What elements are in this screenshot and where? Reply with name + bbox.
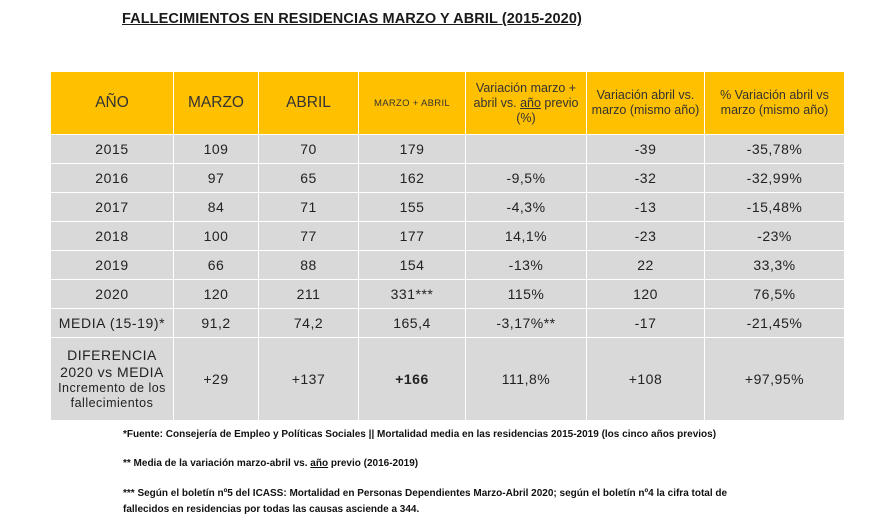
cell-variation-prev: 115%: [465, 279, 587, 309]
cell-march: 109: [173, 134, 259, 164]
footnote-media-suffix: previo (2016-2019): [328, 458, 419, 469]
cell-march-april: 162: [358, 163, 466, 193]
cell-march-april: 177: [358, 221, 466, 251]
cell-april: 211: [258, 279, 359, 309]
cell-march-april: +166: [358, 337, 466, 421]
cell-april: +137: [258, 337, 359, 421]
col-header-april: ABRIL: [258, 71, 359, 135]
cell-year: 2017: [50, 192, 174, 222]
difference-label-main: DIFERENCIA 2020 vs MEDIA: [60, 347, 164, 380]
cell-march-april: 179: [358, 134, 466, 164]
cell-pct-variation: +97,95%: [704, 337, 845, 421]
cell-march: 97: [173, 163, 259, 193]
cell-march-april: 331***: [358, 279, 466, 309]
col-header-march: MARZO: [173, 71, 259, 135]
page-title: FALLECIMIENTOS EN RESIDENCIAS MARZO Y AB…: [122, 11, 582, 27]
cell-march-april: 155: [358, 192, 466, 222]
col-header-variation-prev-text: Variación marzo + abril vs.: [473, 80, 577, 110]
cell-year: 2020: [50, 279, 174, 309]
col-header-year: AÑO: [50, 71, 174, 135]
cell-year: 2019: [50, 250, 174, 280]
col-header-variation-prev-suffix: previo (%): [516, 95, 579, 125]
cell-pct-variation: -23%: [704, 221, 845, 251]
col-header-march-april: MARZO + ABRIL: [358, 71, 466, 135]
cell-variation-prev: -9,5%: [465, 163, 587, 193]
col-header-variation-april-march: Variación abril vs. marzo (mismo año): [586, 71, 705, 135]
cell-variation-april-march: +108: [586, 337, 705, 421]
table-row: 2019 66 88 154 -13% 22 33,3%: [50, 250, 845, 280]
cell-variation-april-march: 22: [586, 250, 705, 280]
cell-variation-prev: [465, 134, 587, 164]
cell-april: 70: [258, 134, 359, 164]
footnote-media-text: ** Media de la variación marzo-abril vs.: [123, 458, 311, 469]
cell-difference-label: DIFERENCIA 2020 vs MEDIA Incremento de l…: [50, 337, 174, 421]
table-header-row: AÑO MARZO ABRIL MARZO + ABRIL Variación …: [50, 71, 845, 135]
table-row: 2017 84 71 155 -4,3% -13 -15,48%: [50, 192, 845, 222]
cell-year: 2015: [50, 134, 174, 164]
cell-variation-prev: -4,3%: [465, 192, 587, 222]
cell-march: 100: [173, 221, 259, 251]
table-row: 2018 100 77 177 14,1% -23 -23%: [50, 221, 845, 251]
cell-pct-variation: 76,5%: [704, 279, 845, 309]
cell-april: 88: [258, 250, 359, 280]
table-row: 2016 97 65 162 -9,5% -32 -32,99%: [50, 163, 845, 193]
footnote-media: ** Media de la variación marzo-abril vs.…: [123, 458, 418, 469]
cell-variation-april-march: 120: [586, 279, 705, 309]
table-row: 2020 120 211 331*** 115% 120 76,5%: [50, 279, 845, 309]
cell-april: 77: [258, 221, 359, 251]
cell-march-april: 165,4: [358, 308, 466, 338]
cell-variation-april-march: -32: [586, 163, 705, 193]
cell-pct-variation: -35,78%: [704, 134, 845, 164]
cell-year: 2018: [50, 221, 174, 251]
cell-variation-prev: -13%: [465, 250, 587, 280]
cell-pct-variation: -15,48%: [704, 192, 845, 222]
table-row: 2015 109 70 179 -39 -35,78%: [50, 134, 845, 164]
cell-pct-variation: -32,99%: [704, 163, 845, 193]
col-header-pct-variation: % Variación abril vs marzo (mismo año): [704, 71, 845, 135]
cell-april: 65: [258, 163, 359, 193]
cell-april: 71: [258, 192, 359, 222]
cell-pct-variation: -21,45%: [704, 308, 845, 338]
deaths-table: AÑO MARZO ABRIL MARZO + ABRIL Variación …: [50, 71, 845, 421]
cell-april: 74,2: [258, 308, 359, 338]
table-row-average: MEDIA (15-19)* 91,2 74,2 165,4 -3,17%** …: [50, 308, 845, 338]
footnote-source: *Fuente: Consejería de Empleo y Política…: [123, 429, 717, 440]
cell-variation-prev: 111,8%: [465, 337, 587, 421]
cell-march: 91,2: [173, 308, 259, 338]
cell-variation-april-march: -17: [586, 308, 705, 338]
cell-variation-april-march: -23: [586, 221, 705, 251]
footnote-media-underlined: año: [310, 458, 329, 469]
col-header-variation-prev-underlined: año: [520, 95, 541, 110]
footnote-boletin: *** Según el boletín nº5 del ICASS: Mort…: [123, 488, 728, 515]
cell-march: 66: [173, 250, 259, 280]
cell-variation-prev: -3,17%**: [465, 308, 587, 338]
table-row-difference: DIFERENCIA 2020 vs MEDIA Incremento de l…: [50, 337, 845, 421]
cell-variation-april-march: -39: [586, 134, 705, 164]
cell-year: MEDIA (15-19)*: [50, 308, 174, 338]
cell-march-april: 154: [358, 250, 466, 280]
col-header-variation-prev: Variación marzo + abril vs. año previo (…: [465, 71, 587, 135]
cell-march: 120: [173, 279, 259, 309]
cell-pct-variation: 33,3%: [704, 250, 845, 280]
cell-variation-april-march: -13: [586, 192, 705, 222]
cell-variation-prev: 14,1%: [465, 221, 587, 251]
cell-march: +29: [173, 337, 259, 421]
cell-march: 84: [173, 192, 259, 222]
cell-year: 2016: [50, 163, 174, 193]
difference-label-sub: Incremento de los fallecimientos: [58, 381, 166, 410]
